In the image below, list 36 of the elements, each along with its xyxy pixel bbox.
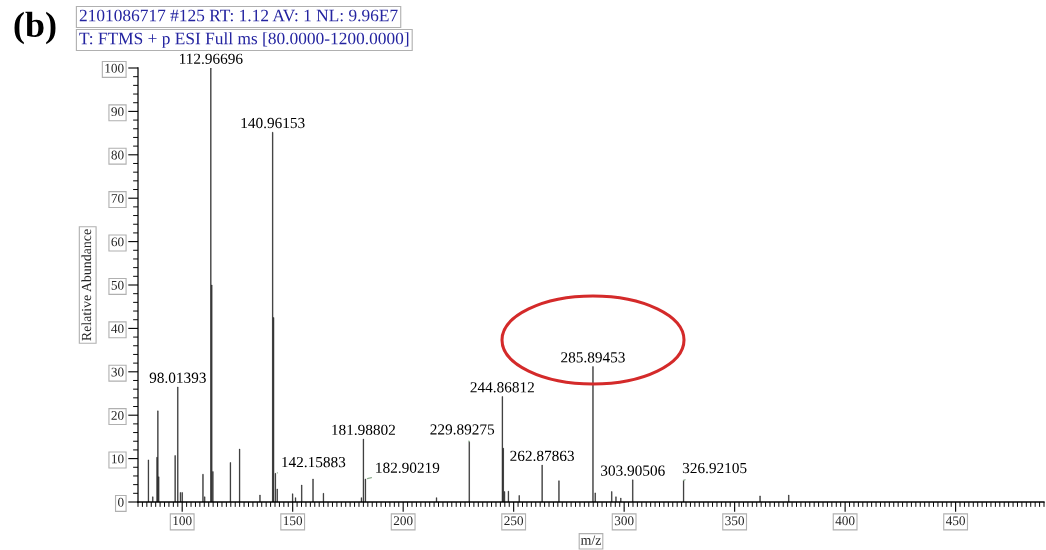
annotation: 285.89453 [561, 352, 625, 363]
x-tick-label: 200 [393, 516, 413, 526]
y-tick-label: 70 [111, 194, 124, 203]
y-tick-label: 20 [111, 411, 124, 420]
x-tick-label: 150 [283, 516, 303, 526]
annotation: 140.96153 [241, 117, 305, 129]
y-tick-label: 30 [111, 367, 124, 377]
annotation: 112.96696 [180, 53, 243, 64]
annotation: 262.87863 [510, 450, 574, 462]
annotation: 98.01393 [149, 372, 206, 383]
y-tick-label: 100 [105, 63, 124, 73]
x-axis-title: m/z [580, 535, 602, 545]
y-tick-label: 0 [118, 497, 124, 507]
chart-title: 2101086717 #125 RT: 1.12 AV: 1 NL: 9.96E7 [79, 9, 398, 22]
y-tick-label: 40 [111, 324, 124, 334]
chart-subtitle: T: FTMS + p ESI Full ms [80.0000-1200.0000] [79, 32, 409, 48]
y-tick-label: 80 [111, 150, 124, 160]
y-tick-label: 10 [112, 454, 124, 464]
x-tick-label: 450 [945, 516, 965, 526]
annotation: 303.90506 [601, 465, 665, 476]
x-tick-label: 100 [173, 516, 192, 526]
annotation: 181.98802 [332, 424, 395, 436]
text: (b) [14, 11, 56, 45]
y-tick-label: 60 [111, 237, 124, 247]
annotation: 142.15883 [282, 456, 346, 468]
y-axis-title: Relative Abundance [81, 229, 92, 341]
annotation: 182.90219 [376, 462, 440, 473]
annotation: 326.92105 [682, 462, 747, 474]
x-tick-label: 400 [835, 516, 855, 526]
x-tick-label: 350 [725, 516, 745, 526]
annotation: 229.89275 [430, 424, 495, 435]
annotation: 244.86812 [470, 382, 534, 393]
x-tick-label: 300 [614, 516, 634, 526]
x-tick-label: 250 [504, 516, 524, 526]
y-tick-label: 90 [111, 107, 124, 117]
y-tick-label: 50 [111, 280, 124, 290]
